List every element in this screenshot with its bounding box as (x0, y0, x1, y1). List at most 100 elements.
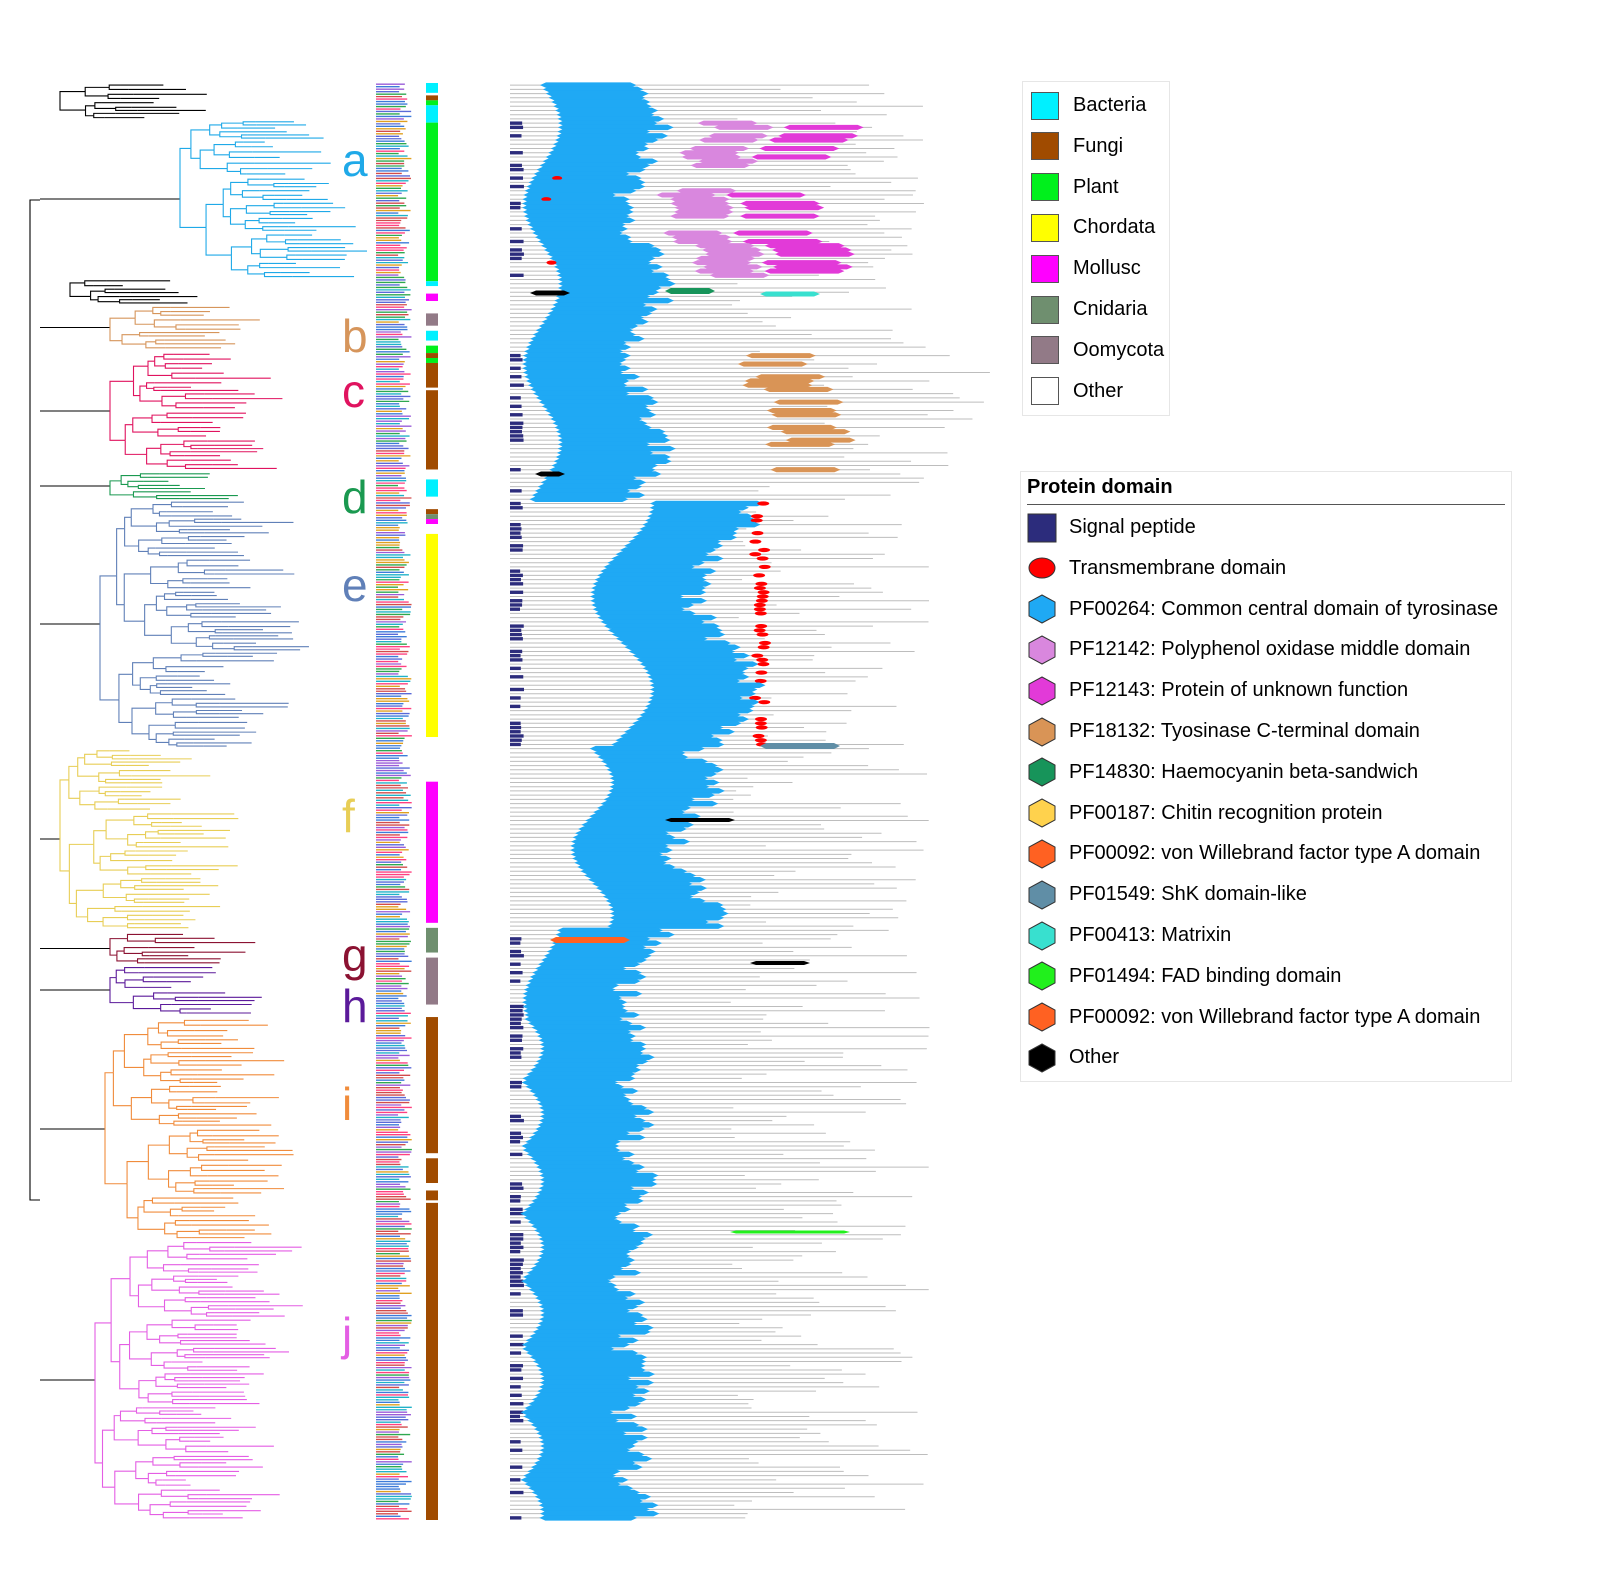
tree-branch (187, 1366, 197, 1369)
tree-branch (119, 1410, 137, 1416)
tree-branch (132, 381, 140, 397)
tree-branch (133, 820, 152, 826)
tree-branch (161, 537, 189, 541)
tree-branch (180, 657, 197, 662)
domain-legend-item: Transmembrane domain (1021, 548, 1286, 589)
tree-branch (155, 739, 169, 743)
unknown-function-domain (771, 247, 852, 253)
tree-branch (183, 440, 208, 445)
tree-branch (151, 822, 162, 825)
tree-branch (163, 1361, 172, 1366)
tree-branch (156, 683, 168, 686)
tree-branch (159, 1339, 181, 1344)
tree-branch (139, 331, 162, 335)
tyrosinase-central-domain (570, 843, 669, 849)
tyrosinase-central-domain (600, 619, 705, 625)
signal-peptide-mark (510, 421, 524, 425)
tree-branch (104, 793, 120, 797)
tree-branch (241, 194, 264, 198)
tree-branch (157, 829, 180, 832)
tyrosinase-central-domain (522, 357, 627, 363)
tree-branch (84, 753, 97, 758)
tree-branch (205, 227, 232, 256)
tyrosinase-central-domain (539, 1439, 639, 1445)
tree-branch (142, 979, 167, 983)
tree-branch (148, 733, 157, 740)
tyrosinase-central-domain (535, 327, 634, 333)
tyrosinase-central-domain (591, 602, 695, 608)
tree-branch (195, 637, 210, 644)
tree-branch (222, 204, 231, 218)
signal-peptide-mark (510, 1021, 521, 1026)
tree-branch (124, 516, 132, 529)
tyrosinase-central-domain (523, 1007, 629, 1014)
tyrosinase-central-domain (539, 1308, 631, 1314)
tyrosinase-central-domain (574, 860, 667, 866)
tree-branch (68, 779, 80, 799)
tree-branch (209, 1248, 225, 1252)
tree-branch (59, 839, 70, 872)
tree-branch (165, 1445, 186, 1450)
signal-peptide-mark (510, 438, 524, 442)
tree-branch (183, 1022, 201, 1026)
tree-branch (184, 396, 213, 400)
transmembrane-mark (758, 700, 771, 705)
tyrosinase-central-domain (571, 838, 691, 845)
tree-branch (176, 744, 204, 747)
tree-branch (150, 1358, 165, 1367)
tyrosinase-central-domain (603, 796, 695, 803)
tree-branch (166, 463, 186, 467)
ppo-middle-domain (662, 230, 723, 236)
tree-branch (152, 1461, 180, 1466)
tree-branch (146, 1257, 164, 1269)
tyrosinase-c-terminal-domain (773, 399, 844, 405)
tree-branch (273, 205, 302, 209)
tree-branch (183, 1246, 210, 1250)
signal-peptide-mark (510, 979, 521, 983)
square-icon (1027, 513, 1057, 542)
tree-branch (102, 921, 128, 927)
tree-branch (110, 1278, 131, 1323)
tree-branch (212, 642, 224, 647)
taxon-strip-segment (426, 387, 438, 391)
tyrosinase-central-domain (539, 1506, 650, 1513)
tree-branch (124, 979, 144, 983)
tyrosinase-central-domain (584, 872, 697, 879)
tyrosinase-central-domain (539, 1109, 655, 1115)
taxon-strip-segment (426, 122, 438, 282)
tyrosinase-central-domain (526, 1151, 635, 1158)
tree-branch (59, 91, 86, 102)
tree-branch (94, 801, 119, 805)
tyrosinase-central-domain (536, 1189, 650, 1196)
tyrosinase-central-domain (628, 724, 724, 731)
protein-domain-legend-title: Protein domain (1027, 476, 1173, 498)
tyrosinase-central-domain (530, 1265, 624, 1272)
tree-branch (187, 1496, 199, 1500)
tyrosinase-c-terminal-domain (770, 467, 841, 473)
tree-branch (94, 105, 116, 109)
tree-branch (176, 1352, 185, 1357)
tree-branch (120, 480, 128, 485)
tyrosinase-central-domain (527, 382, 628, 388)
signal-peptide-mark (510, 696, 521, 700)
tree-branch (124, 853, 149, 856)
tyrosinase-central-domain (539, 162, 651, 169)
tree-branch (131, 722, 149, 735)
tyrosinase-central-domain (538, 1037, 634, 1044)
tree-branch (109, 938, 128, 949)
tree-branch (186, 1147, 207, 1154)
tyrosinase-central-domain (539, 1316, 648, 1322)
tyrosinase-c-terminal-domain (755, 374, 826, 380)
tree-branch (119, 299, 133, 302)
tyrosinase-central-domain (592, 881, 693, 887)
tyrosinase-c-terminal-domain (745, 353, 816, 359)
tyrosinase-central-domain (520, 1210, 622, 1217)
tree-branch (176, 1230, 200, 1234)
tree-branch (160, 1075, 181, 1082)
tyrosinase-central-domain (534, 1029, 632, 1035)
signal-peptide-mark (510, 121, 523, 125)
signal-peptide-mark (510, 1194, 521, 1199)
tyrosinase-central-domain (609, 906, 727, 913)
domain-legend-label: PF18132: Tyosinase C-terminal domain (1069, 720, 1420, 742)
tree-branch (179, 1462, 202, 1466)
